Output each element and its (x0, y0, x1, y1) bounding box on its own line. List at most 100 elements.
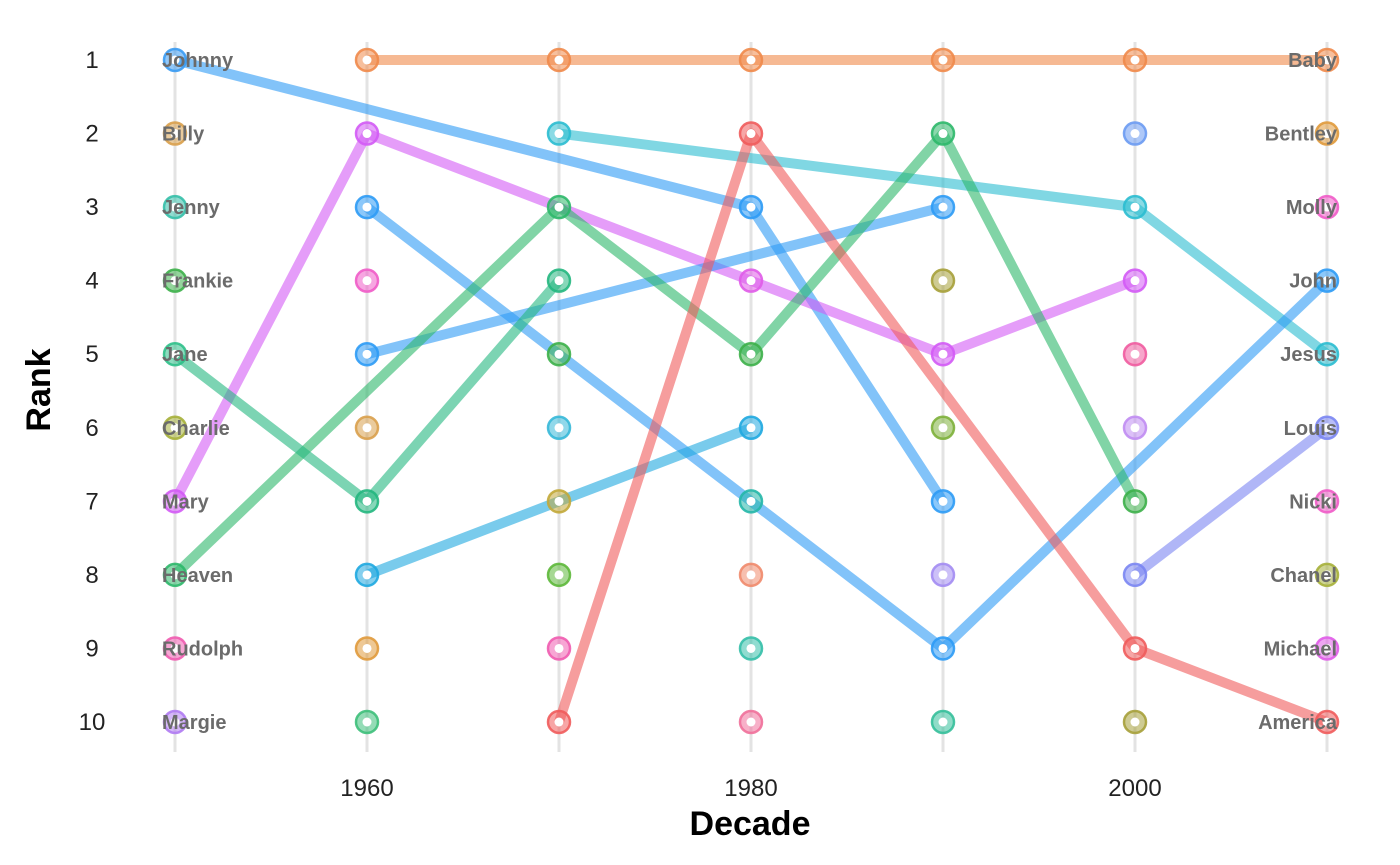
series-line-10 (554, 128, 1329, 727)
point-2010-rank-6 (1314, 415, 1340, 441)
point-1990-rank-10 (930, 709, 956, 735)
point-1990-rank-9 (930, 636, 956, 661)
point-1990-rank-7 (930, 489, 956, 514)
point-2000-rank-6 (1122, 415, 1148, 441)
series-line-7 (171, 128, 1140, 579)
point-1950-rank-6 (162, 415, 188, 441)
point-2000-rank-5 (1122, 341, 1148, 367)
label-2010-rank-1: Baby (1288, 50, 1338, 72)
point-1970-rank-6 (546, 415, 572, 441)
point-1990-rank-4 (930, 268, 956, 293)
point-1980-rank-2 (738, 121, 764, 146)
y-tick-10: 10 (79, 709, 106, 736)
point-1960-rank-7 (354, 489, 380, 514)
y-tick-7: 7 (85, 488, 98, 515)
point-1990-rank-8 (930, 562, 956, 588)
point-1970-rank-8 (546, 562, 572, 588)
point-1950-rank-10 (162, 709, 188, 735)
point-2000-rank-10 (1122, 709, 1148, 735)
point-1970-rank-10 (546, 709, 572, 735)
series-line-11 (1131, 423, 1331, 579)
point-1990-rank-3 (930, 194, 956, 220)
y-axis-title: Rank (20, 348, 58, 431)
label-1950-rank-6: Charlie (162, 418, 230, 440)
labels-2010: Baby Bentley Molly John Jesus Louis Nicki Chane… (1258, 50, 1338, 734)
series-line-5 (363, 203, 1331, 654)
point-1960-rank-9 (354, 636, 380, 661)
point-1990-rank-5 (930, 341, 956, 367)
point-1960-rank-2 (354, 121, 380, 146)
y-tick-3: 3 (85, 194, 98, 221)
point-1970-rank-7 (546, 489, 572, 514)
point-2000-rank-7 (1122, 489, 1148, 514)
point-1960-rank-6 (354, 415, 380, 441)
y-tick-1: 1 (85, 47, 98, 74)
point-1960-rank-4 (354, 268, 380, 293)
y-axis-ticks: 1 2 3 4 5 6 7 8 9 10 (79, 47, 106, 736)
point-1970-rank-5 (546, 341, 572, 367)
point-2010-rank-4 (1314, 268, 1340, 293)
point-1970-rank-1 (546, 47, 572, 73)
point-2010-rank-8 (1314, 562, 1340, 588)
y-tick-8: 8 (85, 562, 98, 589)
point-1980-rank-8 (738, 562, 764, 588)
point-1960-rank-1 (354, 47, 380, 73)
y-tick-5: 5 (85, 341, 98, 368)
point-1980-rank-5 (738, 341, 764, 367)
point-1960-rank-5 (354, 341, 380, 367)
point-1980-rank-4 (738, 268, 764, 293)
series-line-4 (170, 128, 1137, 504)
point-1980-rank-9 (738, 636, 764, 661)
label-2010-rank-8: Chanel (1270, 565, 1337, 587)
point-2000-rank-3 (1122, 194, 1148, 220)
point-1990-rank-2 (930, 121, 956, 146)
point-2010-rank-2 (1314, 121, 1340, 146)
label-2010-rank-4: John (1289, 271, 1337, 293)
point-1970-rank-9 (546, 636, 572, 661)
x-tick-2000: 2000 (1108, 775, 1161, 802)
point-1950-rank-7 (162, 489, 188, 514)
point-2010-rank-3 (1314, 194, 1340, 220)
x-axis-ticks: 1960 1980 2000 (340, 775, 1161, 802)
label-1950-rank-10: Margie (162, 712, 226, 734)
label-2010-rank-3: Molly (1286, 197, 1338, 219)
x-tick-1980: 1980 (724, 775, 777, 802)
label-2010-rank-7: Nicki (1289, 491, 1337, 513)
rank-points (162, 47, 1340, 735)
label-2010-rank-2: Bentley (1265, 124, 1338, 146)
point-1960-rank-8 (354, 562, 380, 588)
point-1960-rank-3 (354, 194, 380, 220)
point-1990-rank-1 (930, 47, 956, 73)
label-2010-rank-10: America (1258, 712, 1338, 734)
point-1980-rank-1 (738, 47, 764, 73)
point-1960-rank-10 (354, 709, 380, 735)
point-2000-rank-4 (1122, 268, 1148, 293)
point-2000-rank-2 (1122, 121, 1148, 146)
point-1950-rank-4 (162, 268, 188, 293)
label-2010-rank-5: Jesus (1280, 344, 1337, 366)
point-2000-rank-1 (1122, 47, 1148, 73)
label-2010-rank-9: Michael (1264, 638, 1337, 660)
point-1970-rank-4 (546, 268, 572, 293)
label-1950-rank-7: Mary (162, 491, 210, 513)
label-1950-rank-3: Jenny (162, 197, 221, 219)
point-1970-rank-2 (546, 121, 572, 146)
point-2000-rank-8 (1122, 562, 1148, 588)
label-2010-rank-6: Louis (1284, 418, 1337, 440)
y-tick-6: 6 (85, 415, 98, 442)
label-1950-rank-8: Heaven (162, 565, 233, 587)
point-1980-rank-10 (738, 709, 764, 735)
x-tick-1960: 1960 (340, 775, 393, 802)
x-axis-title: Decade (690, 805, 811, 843)
point-2010-rank-10 (1314, 709, 1340, 735)
point-1990-rank-6 (930, 415, 956, 441)
y-tick-2: 2 (85, 121, 98, 148)
point-1950-rank-1 (162, 47, 188, 73)
point-2010-rank-5 (1314, 341, 1340, 367)
point-2010-rank-1 (1314, 47, 1340, 73)
label-1950-rank-2: Billy (162, 124, 205, 146)
point-1950-rank-8 (162, 562, 188, 588)
point-1950-rank-3 (162, 194, 188, 220)
y-tick-4: 4 (85, 268, 98, 295)
